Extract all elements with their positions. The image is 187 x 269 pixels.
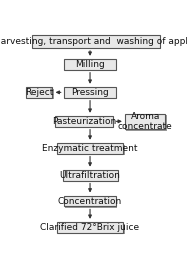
- Text: Ultrafiltration: Ultrafiltration: [60, 171, 120, 180]
- FancyBboxPatch shape: [64, 171, 119, 182]
- FancyBboxPatch shape: [26, 87, 52, 98]
- FancyBboxPatch shape: [62, 170, 118, 180]
- FancyBboxPatch shape: [57, 222, 123, 233]
- FancyBboxPatch shape: [125, 114, 165, 129]
- FancyBboxPatch shape: [65, 61, 117, 72]
- FancyBboxPatch shape: [64, 59, 116, 70]
- FancyBboxPatch shape: [32, 36, 160, 48]
- FancyBboxPatch shape: [56, 118, 114, 128]
- Text: Harvesting, transport and  washing of apples: Harvesting, transport and washing of app…: [0, 37, 187, 46]
- Text: Aroma
concentrate: Aroma concentrate: [118, 112, 172, 131]
- Text: Milling: Milling: [75, 60, 105, 69]
- FancyBboxPatch shape: [65, 197, 117, 208]
- FancyBboxPatch shape: [64, 87, 116, 98]
- FancyBboxPatch shape: [27, 89, 53, 99]
- FancyBboxPatch shape: [65, 89, 117, 99]
- Text: Reject: Reject: [25, 88, 53, 97]
- FancyBboxPatch shape: [55, 116, 113, 127]
- Text: Concentration: Concentration: [58, 197, 122, 206]
- FancyBboxPatch shape: [64, 196, 116, 207]
- Text: Pressing: Pressing: [71, 88, 109, 97]
- FancyBboxPatch shape: [57, 143, 123, 154]
- FancyBboxPatch shape: [33, 37, 161, 49]
- FancyBboxPatch shape: [126, 115, 167, 131]
- FancyBboxPatch shape: [58, 224, 125, 235]
- Text: Pasteurization: Pasteurization: [52, 117, 116, 126]
- Text: Enzymatic treatment: Enzymatic treatment: [42, 144, 138, 153]
- FancyBboxPatch shape: [58, 144, 125, 155]
- Text: Clarified 72°Brix juice: Clarified 72°Brix juice: [40, 223, 140, 232]
